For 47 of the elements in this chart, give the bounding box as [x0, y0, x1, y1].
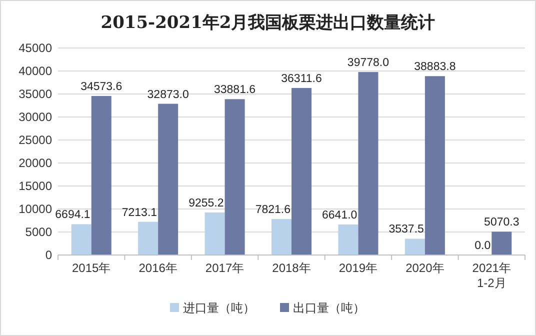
- x-tick-label: 2021年 1-2月: [472, 261, 511, 290]
- x-tick-label: 2019年: [338, 261, 378, 275]
- bar: [224, 99, 245, 255]
- y-tick-label: 45000: [18, 41, 52, 55]
- x-tick-label: 2018年: [272, 261, 311, 275]
- data-label: 7821.6: [255, 204, 290, 216]
- y-tick-label: 15000: [18, 179, 52, 193]
- data-label: 32873.0: [147, 88, 189, 101]
- data-label: 36311.6: [281, 72, 322, 85]
- data-label: 9255.2: [188, 197, 224, 210]
- y-tick-label: 30000: [18, 110, 52, 124]
- data-label: 34573.6: [80, 80, 122, 93]
- data-label: 33881.6: [214, 84, 256, 96]
- data-label: 7213.1: [122, 206, 158, 219]
- bar: [424, 76, 445, 255]
- x-tick-label: 2017年: [205, 261, 244, 275]
- legend-label: 出口量（吨）: [293, 301, 365, 315]
- bar: [204, 212, 225, 255]
- y-tick-label: 25000: [18, 133, 52, 147]
- data-label: 39778.0: [347, 57, 390, 70]
- data-label: 38883.8: [414, 61, 456, 74]
- data-label: 0.0: [474, 240, 491, 252]
- bar: [271, 219, 292, 255]
- data-label: 5070.3: [484, 216, 520, 229]
- y-tick-label: 20000: [18, 156, 52, 170]
- y-tick-label: 40000: [18, 64, 52, 78]
- y-tick-label: 5000: [25, 225, 52, 239]
- x-tick-label: 2016年: [138, 261, 178, 275]
- y-tick-label: 35000: [18, 87, 52, 101]
- chart-title: 2015-2021年2月我国板栗进出口数量统计: [100, 13, 436, 33]
- bar: [292, 88, 312, 255]
- y-tick-label: 10000: [18, 202, 52, 216]
- bar: [338, 224, 358, 255]
- bar: [158, 104, 178, 255]
- bar: [358, 72, 378, 255]
- x-tick-label: 2015年: [72, 261, 111, 275]
- bar: [71, 224, 92, 255]
- data-label: 6694.1: [55, 209, 90, 222]
- data-label: 3537.5: [388, 224, 424, 236]
- data-label: 6641.0: [322, 209, 358, 222]
- bar: [404, 238, 425, 255]
- bar: [91, 96, 112, 255]
- x-tick-label: 2020年: [406, 261, 444, 275]
- y-tick-label: 0: [45, 248, 52, 262]
- legend-label: 进口量（吨）: [183, 301, 255, 315]
- bar: [138, 222, 158, 255]
- bar: [492, 232, 512, 255]
